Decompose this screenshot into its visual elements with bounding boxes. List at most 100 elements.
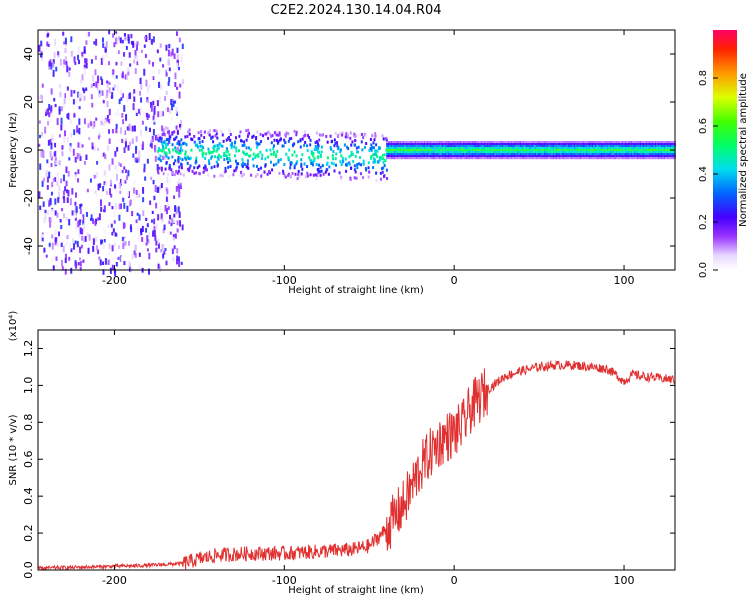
spectrogram-cell <box>458 151 460 154</box>
spectrogram-cell <box>548 155 550 158</box>
spectrogram-cell <box>486 151 489 154</box>
spectrogram-cell <box>255 154 258 158</box>
spectrogram-cell <box>530 155 532 158</box>
spectrogram-cell <box>614 157 616 160</box>
spectrogram-cell <box>582 141 585 144</box>
spectrogram-cell <box>509 143 511 146</box>
spectrogram-cell <box>461 149 463 152</box>
spectrogram-cell <box>494 155 496 158</box>
spectrogram-cell <box>120 127 123 134</box>
spectrogram-cell <box>624 147 627 150</box>
spectrogram-cell <box>585 153 588 156</box>
spectrogram-cell <box>485 149 487 152</box>
spectrogram-cell <box>80 79 83 84</box>
spectrogram-cell <box>455 143 457 146</box>
spectrogram-cell <box>376 154 379 158</box>
spectrogram-cell <box>107 92 110 97</box>
spectrogram-cell <box>215 160 218 164</box>
spectrogram-cell <box>176 142 179 146</box>
spectrogram-cell <box>453 153 456 156</box>
spectrogram-cell <box>276 149 279 153</box>
spectrogram-cell <box>313 147 316 151</box>
spectrogram-cell <box>522 147 525 150</box>
spectrogram-cell <box>404 157 406 160</box>
spectrogram-cell <box>178 91 181 99</box>
spectrogram-cell <box>278 131 281 135</box>
spectrogram-cell <box>552 149 555 152</box>
spectrogram-cell <box>422 153 424 156</box>
spectrogram-cell <box>166 156 169 163</box>
spectrogram-cell <box>171 171 174 175</box>
spectrogram-cell <box>398 151 400 154</box>
spectrogram-cell <box>629 157 631 160</box>
spectrogram-cell <box>392 157 394 160</box>
spectrogram-cell <box>133 250 136 256</box>
spectrogram-cell <box>618 147 621 150</box>
spectrogram-cell <box>423 147 426 150</box>
spectrogram-cell <box>650 145 652 148</box>
spectrogram-cell <box>123 52 126 57</box>
spectrogram-cell <box>537 145 540 148</box>
spectrogram-cell <box>272 163 275 167</box>
spectrogram-cell <box>627 151 630 154</box>
spectrogram-cell <box>488 143 490 146</box>
spectrogram-cell <box>63 59 66 66</box>
spectrogram-cell <box>602 149 604 152</box>
spectrogram-cell <box>432 147 435 150</box>
spectrogram-cell <box>624 145 627 148</box>
spectrogram-cell <box>118 245 121 249</box>
spectrogram-cell <box>429 147 432 150</box>
spectrogram-cell <box>53 98 56 102</box>
spectrogram-cell <box>546 141 549 144</box>
spectrogram-cell <box>137 109 140 114</box>
spectrogram-cell <box>76 129 79 133</box>
spectrogram-cell <box>509 145 511 148</box>
spectrogram-cell <box>153 108 156 116</box>
spectrogram-cell <box>482 141 484 144</box>
spectrogram-cell <box>579 157 582 160</box>
spectrogram-cell <box>299 145 302 149</box>
spectrogram-cell <box>47 139 50 146</box>
spectrogram-cell <box>407 143 409 146</box>
spectrogram-cell <box>177 146 180 152</box>
spectrogram-cell <box>446 147 448 150</box>
spectrogram-cell <box>152 180 155 185</box>
spectrogram-cell <box>519 149 522 152</box>
spectrogram-cell <box>153 253 156 260</box>
spectrogram-cell <box>97 249 100 255</box>
spectrogram-cell <box>372 160 375 164</box>
spectrogram-cell <box>78 220 81 226</box>
spectrogram-cell <box>38 134 41 139</box>
spectrogram-cell <box>591 157 594 160</box>
spectrogram-cell <box>434 145 436 148</box>
spectrogram-cell <box>375 152 378 156</box>
spectrogram-cell <box>498 141 501 144</box>
spectrogram-cell <box>426 143 429 146</box>
spectrogram-cell <box>398 153 400 156</box>
spectrogram-cell <box>501 143 504 146</box>
spectrogram-cell <box>497 149 499 152</box>
spectrogram-cell <box>569 145 571 148</box>
spectrogram-cell <box>542 145 544 148</box>
spectrogram-cell <box>158 133 161 138</box>
spectrogram-cell <box>480 147 483 150</box>
spectrogram-cell <box>411 149 414 152</box>
spectrogram-cell <box>131 138 134 144</box>
spectrogram-cell <box>612 145 615 148</box>
spectrogram-cell <box>53 52 56 59</box>
spectrogram-cell <box>312 173 315 177</box>
spectrogram-cell <box>519 143 522 146</box>
spectrogram-cell <box>80 248 83 253</box>
spectrogram-cell <box>292 143 295 147</box>
spectrogram-cell <box>136 41 139 46</box>
spectrogram-cell <box>645 145 648 148</box>
spectrogram-cell <box>507 149 510 152</box>
spectrogram-cell <box>459 143 462 146</box>
spectrogram-cell <box>75 261 78 269</box>
spectrogram-cell <box>614 141 616 144</box>
spectrogram-cell <box>61 151 64 157</box>
spectrogram-cell <box>450 155 453 158</box>
spectrogram-cell <box>462 151 465 154</box>
spectrogram-cell <box>66 113 69 119</box>
